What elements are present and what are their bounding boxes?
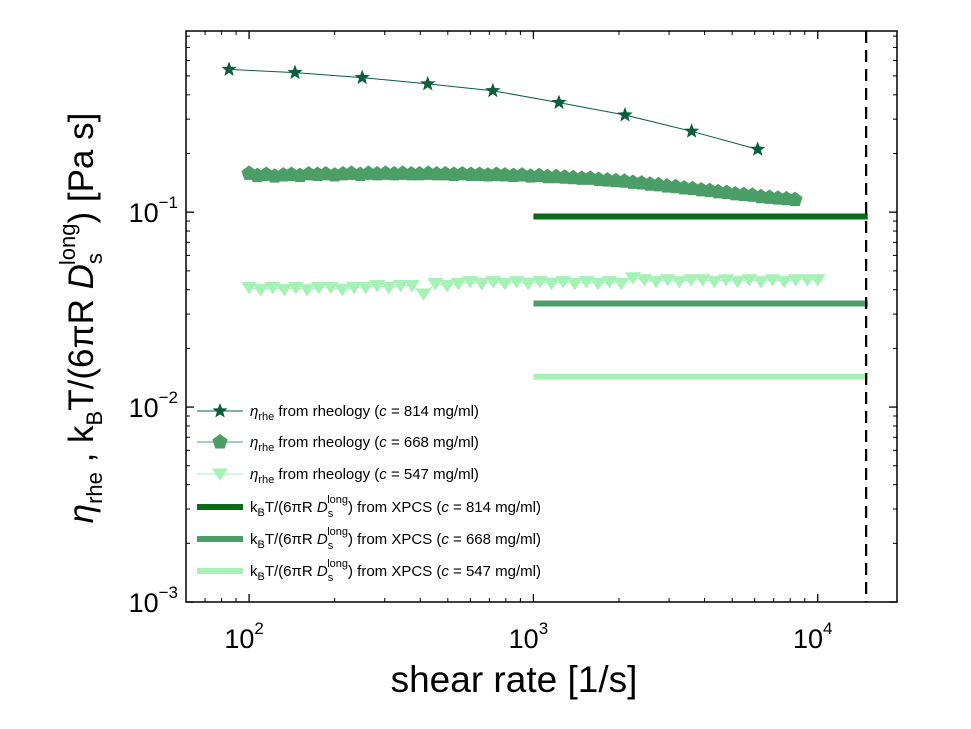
data-point-rheo-547: [694, 274, 711, 287]
data-point-rheo-547: [787, 274, 804, 287]
data-point-rheo-547: [752, 276, 769, 289]
data-point-rheo-547: [485, 276, 502, 289]
x-tick-label: 104: [793, 619, 833, 654]
data-point-rheo-547: [252, 284, 269, 297]
data-point-rheo-547: [392, 280, 409, 293]
data-point-rheo-547: [404, 280, 420, 293]
data-point-rheo-547: [369, 280, 386, 293]
data-point-rheo-547: [578, 276, 595, 289]
axes-frame: [185, 30, 898, 603]
data-point-rheo-547: [776, 276, 793, 289]
legend-marker-swatch: [212, 403, 228, 418]
legend-label: kBT/(6πR Dslong) from XPCS (c = 668 mg/m…: [250, 526, 541, 552]
data-point-rheo-547: [276, 284, 293, 297]
data-point-rheo-547: [590, 278, 607, 291]
data-point-rheo-547: [636, 274, 653, 287]
data-point-rheo-547: [683, 274, 700, 287]
data-point-rheo-547: [310, 282, 327, 295]
x-axis-label: shear rate [1/s]: [391, 659, 638, 700]
data-point-rheo-547: [531, 276, 548, 289]
data-point-rheo-547: [718, 274, 734, 287]
legend-marker-swatch: [212, 434, 228, 449]
data-point-rheo-547: [741, 274, 758, 287]
data-point-rheo-547: [706, 276, 723, 289]
plot-frame: [185, 30, 898, 603]
data-point-rheo-814: [750, 141, 766, 156]
legend-item-xpcs-668: kBT/(6πR Dslong) from XPCS (c = 668 mg/m…: [197, 526, 541, 552]
data-point-rheo-814: [354, 69, 370, 85]
legend-item-rheo-547: ηrhe from rheology (c = 547 mg/ml): [197, 466, 479, 486]
data-point-rheo-547: [566, 278, 583, 291]
legend-marker-swatch: [212, 468, 228, 481]
y-tick-label: 10−1: [129, 193, 178, 228]
data-point-rheo-547: [427, 278, 444, 291]
data-point-rheo-547: [299, 284, 316, 297]
y-axis-label: ηrhe , kBT/(6πR Dslong) [Pa s]: [55, 113, 107, 524]
legend-label: ηrhe from rheology (c = 814 mg/ml): [250, 403, 479, 423]
legend-label: kBT/(6πR Dslong) from XPCS (c = 814 mg/m…: [250, 494, 541, 520]
legend: ηrhe from rheology (c = 814 mg/ml) ηrhe f…: [197, 403, 541, 584]
data-point-rheo-547: [671, 276, 688, 289]
legend-label: ηrhe from rheology (c = 668 mg/ml): [250, 434, 479, 454]
legend-label: kBT/(6πR Dslong) from XPCS (c = 547 mg/m…: [250, 558, 541, 584]
data-point-rheo-547: [322, 282, 339, 295]
data-point-rheo-547: [729, 276, 746, 289]
data-point-rheo-547: [439, 280, 456, 293]
legend-item-rheo-814: ηrhe from rheology (c = 814 mg/ml): [197, 403, 479, 423]
data-point-rheo-547: [334, 284, 351, 297]
data-point-rheo-547: [659, 274, 676, 287]
legend-item-rheo-668: ηrhe from rheology (c = 668 mg/ml): [197, 434, 479, 454]
data-point-rheo-547: [648, 276, 665, 289]
data-point-rheo-547: [601, 276, 618, 289]
x-tick-label: 102: [224, 619, 264, 654]
data-point-rheo-547: [555, 276, 572, 289]
data-point-rheo-547: [241, 282, 258, 295]
plot-area: [221, 31, 868, 602]
data-point-rheo-547: [346, 282, 363, 295]
data-point-rheo-547: [462, 276, 479, 289]
data-point-rheo-547: [809, 274, 826, 287]
y-tick-label: 10−3: [129, 583, 178, 618]
data-point-rheo-547: [380, 282, 397, 295]
data-point-rheo-547: [473, 278, 490, 291]
data-point-rheo-814: [551, 94, 567, 109]
data-point-rheo-814: [287, 64, 303, 80]
data-point-rheo-547: [613, 278, 630, 291]
axis-ticks: 102 103 104 10−3 10−2 10−1: [129, 31, 897, 654]
data-point-rheo-547: [508, 276, 525, 289]
data-point-rheo-547: [543, 278, 560, 291]
series-line-rheo-814: [228, 68, 758, 150]
data-point-rheo-547: [799, 274, 816, 287]
data-point-rheo-547: [264, 282, 281, 295]
data-point-rheo-547: [357, 282, 374, 295]
data-point-rheo-547: [415, 288, 432, 301]
data-point-rheo-814: [485, 82, 501, 98]
x-tick-label: 103: [509, 619, 549, 654]
data-point-rheo-814: [420, 75, 436, 91]
data-point-rheo-547: [520, 278, 537, 291]
data-point-rheo-547: [496, 278, 513, 291]
data-point-rheo-814: [684, 123, 700, 138]
data-point-rheo-814: [221, 61, 237, 76]
legend-item-xpcs-814: kBT/(6πR Dslong) from XPCS (c = 814 mg/m…: [197, 494, 541, 520]
data-point-rheo-814: [617, 107, 633, 122]
legend-item-xpcs-547: kBT/(6πR Dslong) from XPCS (c = 547 mg/m…: [197, 558, 541, 584]
y-tick-label: 10−2: [129, 388, 178, 423]
legend-label: ηrhe from rheology (c = 547 mg/ml): [250, 466, 479, 486]
data-point-rheo-547: [450, 278, 467, 291]
data-point-rheo-547: [764, 274, 781, 287]
data-point-rheo-547: [624, 272, 641, 285]
data-point-rheo-668: [787, 191, 803, 207]
